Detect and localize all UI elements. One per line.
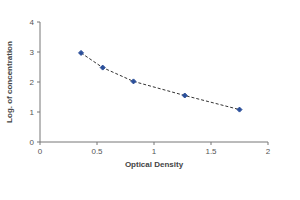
data-point [237, 107, 242, 112]
y-tick [37, 22, 40, 23]
x-tick [97, 142, 98, 145]
y-tick-label: 1 [30, 108, 35, 117]
plot-area [79, 50, 242, 112]
y-tick [37, 112, 40, 113]
x-tick [268, 142, 269, 145]
data-point [182, 93, 187, 98]
x-tick [154, 142, 155, 145]
x-tick-label: 1.5 [205, 147, 217, 156]
data-point [100, 65, 105, 70]
y-tick [37, 52, 40, 53]
x-tick [40, 142, 41, 145]
y-tick-label: 4 [30, 18, 35, 27]
x-tick-label: 1 [152, 147, 157, 156]
data-point [79, 50, 84, 55]
data-point [131, 79, 136, 84]
y-axis-label: Log. of concentration [5, 41, 14, 123]
x-tick-label: 0.5 [91, 147, 103, 156]
y-tick-label: 3 [30, 48, 35, 57]
y-tick [37, 82, 40, 83]
data-line [81, 53, 239, 110]
chart: 0 1 2 3 4 0 0.5 1 1.5 2 Optical Density Log. of con… [0, 0, 300, 200]
x-tick [211, 142, 212, 145]
y-tick-label: 0 [30, 138, 35, 147]
y-tick-label: 2 [30, 78, 35, 87]
x-tick-label: 2 [266, 147, 271, 156]
x-tick-label: 0 [38, 147, 43, 156]
x-axis-label: Optical Density [125, 160, 184, 169]
